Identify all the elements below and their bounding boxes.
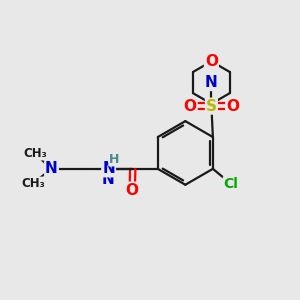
Text: Cl: Cl — [224, 177, 239, 191]
Text: S: S — [206, 99, 217, 114]
Text: H: H — [109, 153, 119, 166]
Text: O: O — [184, 99, 197, 114]
Text: N: N — [102, 172, 114, 187]
Text: N: N — [205, 75, 218, 90]
Text: O: O — [226, 99, 239, 114]
Text: N: N — [102, 161, 115, 176]
Text: O: O — [205, 54, 218, 69]
Text: H: H — [103, 162, 114, 175]
Text: CH₃: CH₃ — [23, 147, 47, 160]
Text: O: O — [126, 182, 139, 197]
Text: CH₃: CH₃ — [21, 177, 45, 190]
Text: N: N — [45, 161, 58, 176]
